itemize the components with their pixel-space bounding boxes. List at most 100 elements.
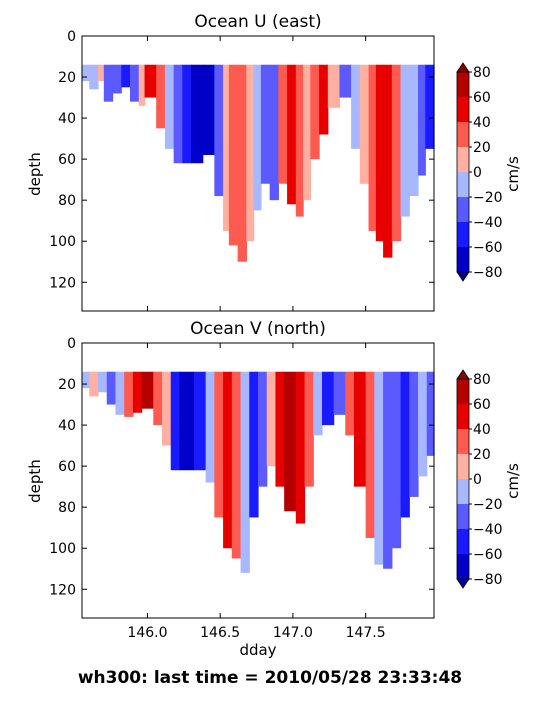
heatmap-cell <box>170 371 181 471</box>
colorbar-swatch <box>457 122 469 148</box>
heatmap-cell <box>130 64 140 102</box>
heatmap-cell <box>327 64 341 108</box>
heatmap-cell <box>333 371 346 415</box>
heatmap-cell <box>391 64 402 242</box>
heatmap-cell <box>214 64 224 197</box>
heatmap-cell <box>409 64 419 197</box>
heatmap-cell <box>246 64 255 242</box>
panel-ocean-v: 0 20 40 60 80 100 120 146.0 146.5 147.0 147.5 Ocea… <box>26 319 522 659</box>
heatmap-cell <box>383 64 393 258</box>
colorbar-tick-label: −60 <box>473 240 503 256</box>
colorbar-tick-label: 0 <box>473 472 482 488</box>
colorbar-tick-label: −60 <box>473 547 503 563</box>
colorbar-tick-label: 80 <box>473 372 491 388</box>
heatmap-cell <box>375 64 384 242</box>
heatmap-cell <box>132 371 143 413</box>
colorbar-tick-label: 20 <box>473 447 491 463</box>
heatmap-cell <box>319 64 329 135</box>
y-tick-label: 60 <box>58 459 76 475</box>
colorbar-tick-label: 80 <box>473 65 491 81</box>
colorbar-swatch <box>457 454 469 480</box>
heatmap-cell <box>345 371 355 436</box>
colorbar-swatch <box>457 97 469 123</box>
colorbar-swatch <box>457 529 469 555</box>
heatmap-cell <box>162 371 172 446</box>
heatmap-cell <box>365 371 375 538</box>
heatmap-cell <box>391 371 402 549</box>
colorbar-swatch <box>457 554 469 580</box>
heatmap-cell <box>82 64 90 82</box>
colorbar-tick-label: 40 <box>473 422 491 438</box>
heatmap-cell <box>287 64 297 205</box>
colorbar-tick-label: 40 <box>473 115 491 131</box>
heatmap-cell <box>354 371 367 487</box>
colorbar-tick-label: 60 <box>473 397 491 413</box>
plot-frame-v <box>81 342 435 619</box>
heatmap-cell <box>351 64 361 149</box>
figure-suptitle: wh300: last time = 2010/05/28 23:33:48 <box>78 668 462 688</box>
heatmap-v <box>82 371 435 573</box>
heatmap-cell <box>182 64 192 164</box>
y-tick-label: 40 <box>58 111 76 127</box>
heatmap-cell <box>313 371 323 436</box>
y-tick-label: 20 <box>58 377 76 393</box>
colorbar-swatch <box>457 222 469 248</box>
heatmap-cell <box>284 371 297 512</box>
y-tick-label: 120 <box>49 582 76 598</box>
heatmap-cell <box>228 64 239 246</box>
colorbar-swatch <box>457 429 469 455</box>
colorbar-tick-label: −80 <box>473 572 503 588</box>
colorbar-extend-min <box>456 271 470 282</box>
y-tick-label: 0 <box>67 336 76 352</box>
heatmap-cell <box>310 64 320 160</box>
x-tick-label: 146.0 <box>127 625 167 641</box>
heatmap-cell <box>400 371 410 518</box>
y-tick-label: 20 <box>58 70 76 86</box>
y-tick-label: 0 <box>67 29 76 45</box>
heatmap-cell <box>223 64 230 231</box>
colorbar-label-v: cm/s <box>504 463 522 499</box>
colorbar-swatch <box>457 147 469 173</box>
x-tick-label: 147.5 <box>346 625 386 641</box>
heatmap-cell <box>138 64 146 106</box>
heatmap-cell <box>275 371 285 487</box>
colorbar-tick-label: 0 <box>473 165 482 181</box>
y-tick-label: 80 <box>58 193 76 209</box>
heatmap-cell <box>112 64 122 94</box>
heatmap-cell <box>191 64 204 164</box>
heatmap-cell <box>322 371 335 426</box>
chart-title-v: Ocean V (north) <box>190 319 326 339</box>
heatmap-cell <box>418 64 426 176</box>
heatmap-cell <box>253 64 262 211</box>
heatmap-cell <box>295 64 304 217</box>
heatmap-cell <box>400 64 410 217</box>
colorbar-v: 80 60 40 20 0 −20 −40 −60 −80 <box>456 369 503 589</box>
heatmap-cell <box>98 371 108 393</box>
colorbar-extend-max <box>456 62 470 73</box>
heatmap-cell <box>214 371 224 518</box>
heatmap-cell <box>89 64 99 90</box>
heatmap-cell <box>304 371 314 487</box>
heatmap-cell <box>202 64 215 156</box>
heatmap-cell <box>303 64 311 201</box>
heatmap-cell <box>153 371 163 426</box>
y-tick-label: 120 <box>49 275 76 291</box>
axis-ticks-v: 0 20 40 60 80 100 120 146.0 146.5 147.0 147.5 <box>49 336 434 641</box>
heatmap-cell <box>295 371 306 524</box>
colorbar-swatch <box>457 172 469 198</box>
colorbar-swatch <box>457 404 469 430</box>
colorbar-extend-max <box>456 369 470 380</box>
heatmap-cell <box>144 64 157 98</box>
axis-ticks-u: 0 20 40 60 80 100 120 <box>49 29 434 311</box>
heatmap-cell <box>173 64 183 164</box>
colorbar-u: 80 60 40 20 0 −20 −40 −60 −80 <box>456 62 503 282</box>
y-tick-label: 100 <box>49 234 76 250</box>
heatmap-cell <box>179 371 195 471</box>
heatmap-cell <box>82 371 90 389</box>
heatmap-cell <box>89 371 99 397</box>
heatmap-cell <box>425 64 435 149</box>
heatmap-cell <box>374 371 384 565</box>
heatmap-cell <box>240 371 250 573</box>
heatmap-cell <box>359 64 370 184</box>
